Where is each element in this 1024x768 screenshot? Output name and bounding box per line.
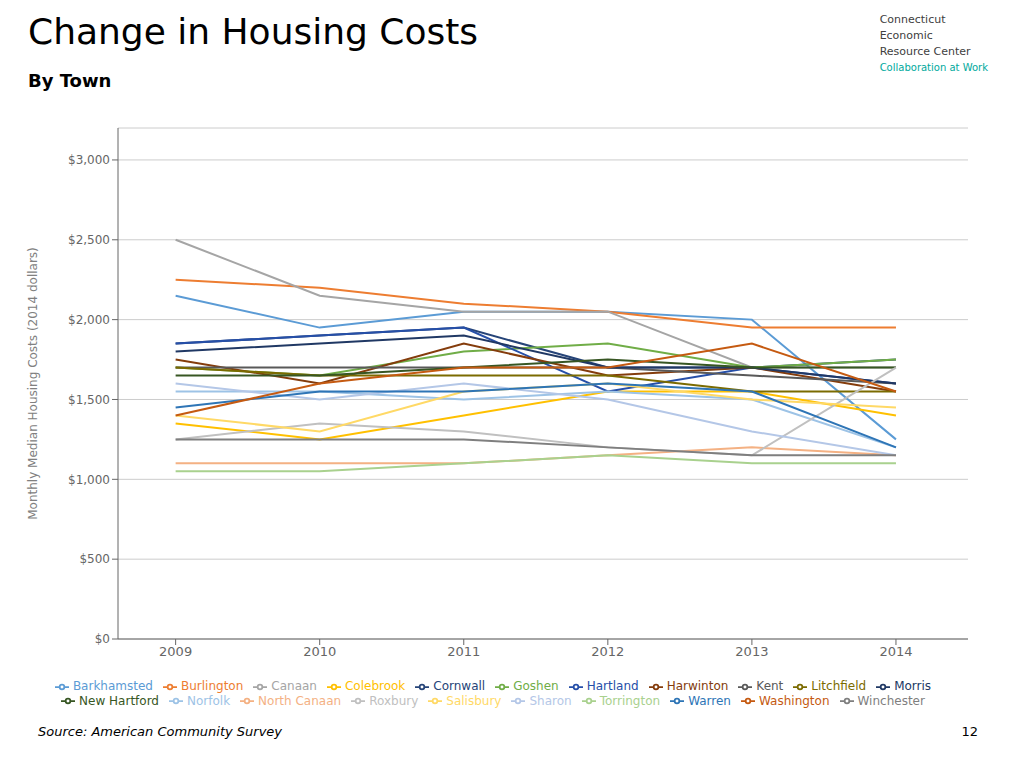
svg-text:2013: 2013	[735, 644, 768, 659]
html-text:Morris: Morris	[894, 679, 932, 693]
svg-text:2011: 2011	[447, 644, 480, 659]
html-text:New Hartford: New Hartford	[79, 693, 159, 708]
html-text:Warren: Warren	[688, 693, 731, 708]
html-text:Change in Housing Costs: Change in Housing Costs	[28, 11, 479, 52]
html-text:Canaan: Canaan	[271, 679, 317, 693]
svg-text:$2,500: $2,500	[68, 233, 110, 247]
html-text:Litchfield: Litchfield	[811, 679, 867, 693]
html-text:Norfolk: Norfolk	[187, 693, 231, 708]
svg-text:2009: 2009	[159, 644, 192, 659]
html-text:Colebrook: Colebrook	[345, 679, 406, 693]
html-text:Torrington: Torrington	[599, 693, 661, 708]
html-text:Barkhamsted: Barkhamsted	[72, 679, 153, 693]
html-text:Harwinton: Harwinton	[666, 679, 729, 693]
html-text:Goshen: Goshen	[513, 679, 559, 693]
html-text:Cornwall: Cornwall	[433, 679, 486, 693]
html-text:12: 12	[961, 724, 978, 739]
svg-text:2014: 2014	[879, 644, 912, 659]
html-text:Roxbury: Roxbury	[369, 693, 419, 708]
svg-text:$3,000: $3,000	[68, 153, 110, 167]
html-text:Hartland: Hartland	[586, 679, 639, 693]
svg-text:$1,000: $1,000	[68, 473, 110, 487]
html-text:Connecticut Economic Resource: Connecticut Economic Resource Center	[879, 13, 971, 58]
svg-text:$2,000: $2,000	[68, 313, 110, 327]
html-text:Salisbury: Salisbury	[446, 693, 502, 708]
svg-text:2012: 2012	[591, 644, 624, 659]
html-text:Sharon: Sharon	[529, 693, 572, 708]
html-text:Source: American Community Sur: Source: American Community Survey	[38, 724, 282, 739]
svg-text:$0: $0	[95, 632, 110, 646]
svg-text:$1,500: $1,500	[68, 393, 110, 407]
html-text:North Canaan: North Canaan	[258, 693, 342, 708]
html-text:Washington: Washington	[759, 693, 830, 708]
html-text:Kent: Kent	[756, 679, 784, 693]
svg-text:$500: $500	[79, 552, 110, 566]
html-text:Collaboration at Work: Collaboration at Work	[879, 62, 988, 73]
svg-text:2010: 2010	[303, 644, 336, 659]
html-text:Winchester: Winchester	[857, 693, 925, 708]
svg-text:Monthly Median Housing Costs (: Monthly Median Housing Costs (2014 dolla…	[26, 247, 40, 520]
html-text:Burlington: Burlington	[181, 679, 244, 693]
html-text:By Town: By Town	[28, 70, 112, 91]
